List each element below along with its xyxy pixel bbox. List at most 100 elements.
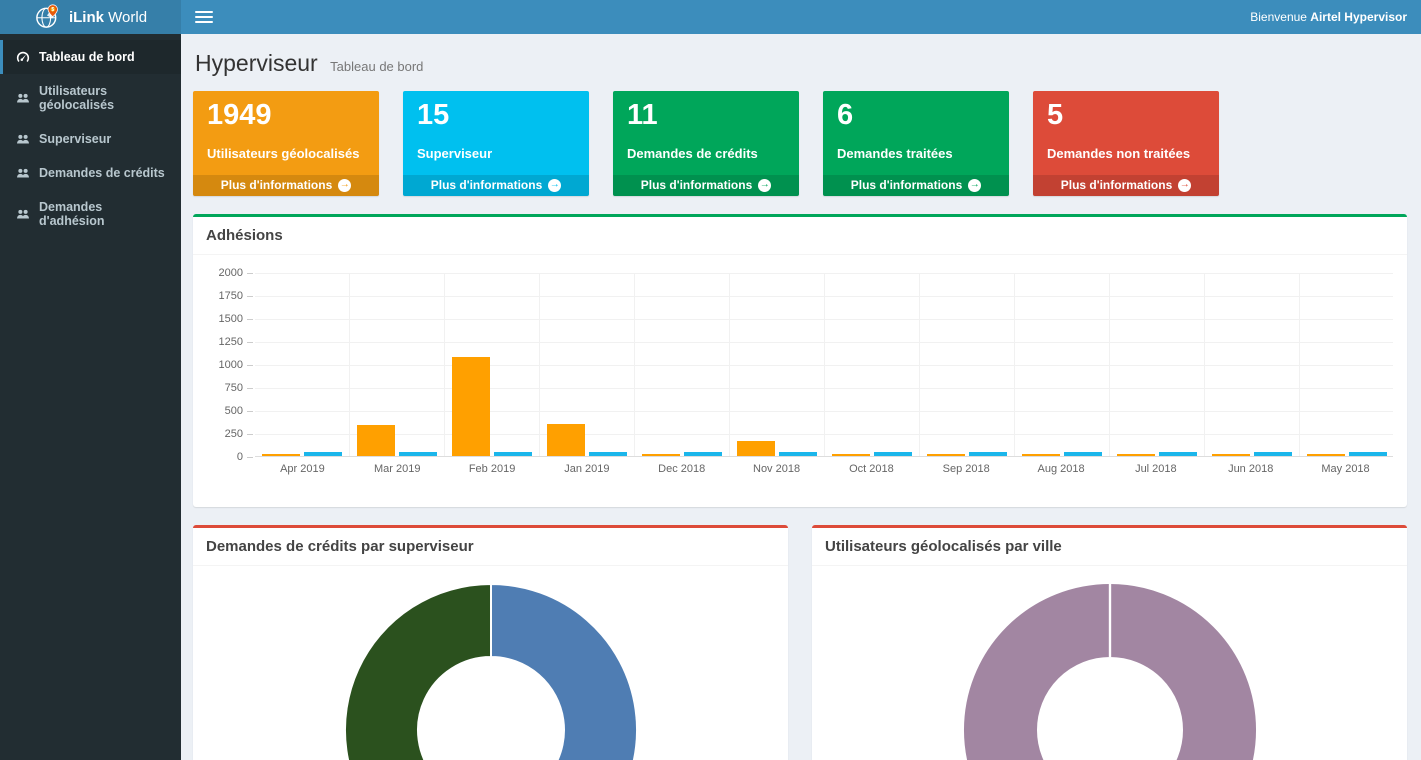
bar-group-jun-2018	[1205, 273, 1300, 456]
bar-group-aug-2018	[1015, 273, 1110, 456]
bar-chart-x-axis: Apr 2019 Mar 2019 Feb 2019 Jan 2019 Dec 2018…	[255, 463, 1393, 475]
more-info-link[interactable]: Plus d'informations →	[403, 175, 589, 196]
orange-series-bar	[452, 356, 490, 456]
sidebar-item-label: Demandes de crédits	[39, 166, 165, 180]
blue-series-bar	[969, 451, 1007, 456]
bar-chart-y-axis: 0 250 500 750 1000 1250 1500 1750 2000	[205, 267, 253, 463]
info-box-label: Utilisateurs géolocalisés	[207, 146, 360, 162]
info-box-row: 1949 Utilisateurs géolocalisés Plus d'info…	[193, 91, 1407, 196]
sidebar-item-demandes-de-cr-dits[interactable]: Demandes de crédits	[0, 156, 181, 190]
more-info-link[interactable]: Plus d'informations →	[823, 175, 1009, 196]
x-axis-tick-label: Aug 2018	[1037, 463, 1085, 475]
villes-donut-card: Utilisateurs géolocalisés par ville	[812, 525, 1407, 760]
info-box-demandes-non-trait-es: 5 Demandes non traitées Plus d'information…	[1033, 91, 1219, 196]
sidebar-toggle-button[interactable]	[195, 11, 213, 23]
blue-series-bar	[779, 452, 817, 456]
users-icon	[16, 91, 30, 105]
sidebar-item-demandes-d-adh-sion[interactable]: Demandes d'adhésion	[0, 190, 181, 238]
more-info-link[interactable]: Plus d'informations →	[613, 175, 799, 196]
bar-group-jan-2019	[540, 273, 635, 456]
arrow-circle-right-icon: →	[338, 178, 352, 192]
blue-series-bar	[304, 452, 342, 456]
sidebar-item-label: Utilisateurs géolocalisés	[39, 84, 115, 112]
y-axis-tick-label: 1500	[218, 313, 243, 325]
dashboard-icon	[16, 50, 30, 64]
bar-group-oct-2018	[825, 273, 920, 456]
info-box-label: Superviseur	[417, 146, 493, 162]
orange-series-bar	[737, 441, 775, 456]
orange-series-bar	[832, 454, 870, 456]
blue-series-bar	[1064, 451, 1102, 456]
sidebar-item-label: Superviseur	[39, 132, 112, 146]
orange-series-bar	[927, 454, 965, 456]
more-info-label: Plus d'informations	[430, 178, 543, 192]
orange-series-bar	[547, 423, 585, 456]
bar-group-jul-2018	[1110, 273, 1205, 456]
blue-series-bar	[684, 452, 722, 456]
info-box-value: 5	[1047, 99, 1064, 131]
y-axis-tick-label: 1000	[218, 359, 243, 371]
brand-name: iLink World	[68, 8, 148, 26]
bar-group-feb-2019	[445, 273, 540, 456]
more-info-label: Plus d'informations	[640, 178, 753, 192]
sidebar-item-label: Tableau de bord	[39, 50, 135, 64]
app-logo[interactable]: $ iLink World	[0, 0, 181, 34]
adhesions-bar-chart: 0 250 500 750 1000 1250 1500 1750 2000 Apr 2019 Ma…	[205, 267, 1395, 495]
y-axis-tick-label: 0	[236, 451, 243, 463]
blue-series-bar	[1254, 451, 1292, 456]
info-box-label: Demandes de crédits	[627, 146, 758, 162]
sidebar-item-superviseur[interactable]: Superviseur	[0, 122, 181, 156]
x-axis-tick-label: Apr 2019	[280, 463, 325, 475]
main-content: Hyperviseur Tableau de bord 1949 Utilisat…	[181, 34, 1421, 760]
more-info-link[interactable]: Plus d'informations →	[1033, 175, 1219, 196]
blue-series-bar	[874, 452, 912, 456]
info-box-demandes-trait-es: 6 Demandes traitées Plus d'informations →	[823, 91, 1009, 196]
more-info-label: Plus d'informations	[1060, 178, 1173, 192]
bar-group-dec-2018	[635, 273, 730, 456]
info-box-superviseur: 15 Superviseur Plus d'informations →	[403, 91, 589, 196]
info-box-value: 1949	[207, 99, 272, 131]
arrow-circle-right-icon: →	[1178, 178, 1192, 192]
credits-donut-card: Demandes de crédits par superviseur	[193, 525, 788, 760]
x-axis-tick-label: Jun 2018	[1228, 463, 1274, 475]
sidebar-item-utilisateurs-g-olocalis-s[interactable]: Utilisateurs géolocalisés	[0, 74, 181, 122]
y-axis-tick-label: 750	[224, 382, 243, 394]
users-icon	[16, 132, 30, 146]
y-axis-tick-label: 1750	[218, 290, 243, 302]
page-subtitle: Tableau de bord	[330, 59, 424, 74]
x-axis-tick-label: Sep 2018	[942, 463, 990, 475]
x-axis-tick-label: Dec 2018	[658, 463, 706, 475]
info-box-value: 11	[627, 99, 658, 131]
villes-donut-title: Utilisateurs géolocalisés par ville	[812, 528, 1407, 566]
more-info-label: Plus d'informations	[220, 178, 333, 192]
more-info-link[interactable]: Plus d'informations →	[193, 175, 379, 196]
top-bar: $ iLink World Bienvenue Airtel Hyperviso…	[0, 0, 1421, 34]
page-title: Hyperviseur	[195, 50, 318, 76]
bar-group-sep-2018	[920, 273, 1015, 456]
arrow-circle-right-icon: →	[968, 178, 982, 192]
donut-card-row: Demandes de crédits par superviseur Util…	[193, 507, 1407, 760]
info-box-value: 6	[837, 99, 854, 131]
adhesions-card-title: Adhésions	[193, 217, 1407, 255]
orange-series-bar	[262, 454, 300, 456]
blue-series-bar	[589, 451, 627, 456]
sidebar: Tableau de bord Utilisateurs géolocalisés…	[0, 34, 181, 760]
credits-donut-title: Demandes de crédits par superviseur	[193, 528, 788, 566]
y-axis-tick-label: 500	[224, 405, 243, 417]
users-icon	[16, 207, 30, 221]
orange-series-bar	[1022, 454, 1060, 456]
users-icon	[16, 166, 30, 180]
x-axis-tick-label: Jan 2019	[564, 463, 610, 475]
info-box-label: Demandes traitées	[837, 146, 953, 162]
x-axis-tick-label: Oct 2018	[849, 463, 894, 475]
bar-chart-plot-area	[255, 273, 1393, 457]
bar-group-may-2018	[1300, 273, 1394, 456]
credits-donut-chart	[343, 582, 638, 760]
svg-text:$: $	[51, 7, 54, 13]
y-axis-tick-label: 250	[224, 428, 243, 440]
orange-series-bar	[1212, 454, 1250, 456]
x-axis-tick-label: Jul 2018	[1135, 463, 1177, 475]
sidebar-item-tableau-de-bord[interactable]: Tableau de bord	[0, 40, 181, 74]
welcome-user-link[interactable]: Bienvenue Airtel Hypervisor	[1250, 10, 1407, 24]
bar-group-mar-2019	[350, 273, 445, 456]
